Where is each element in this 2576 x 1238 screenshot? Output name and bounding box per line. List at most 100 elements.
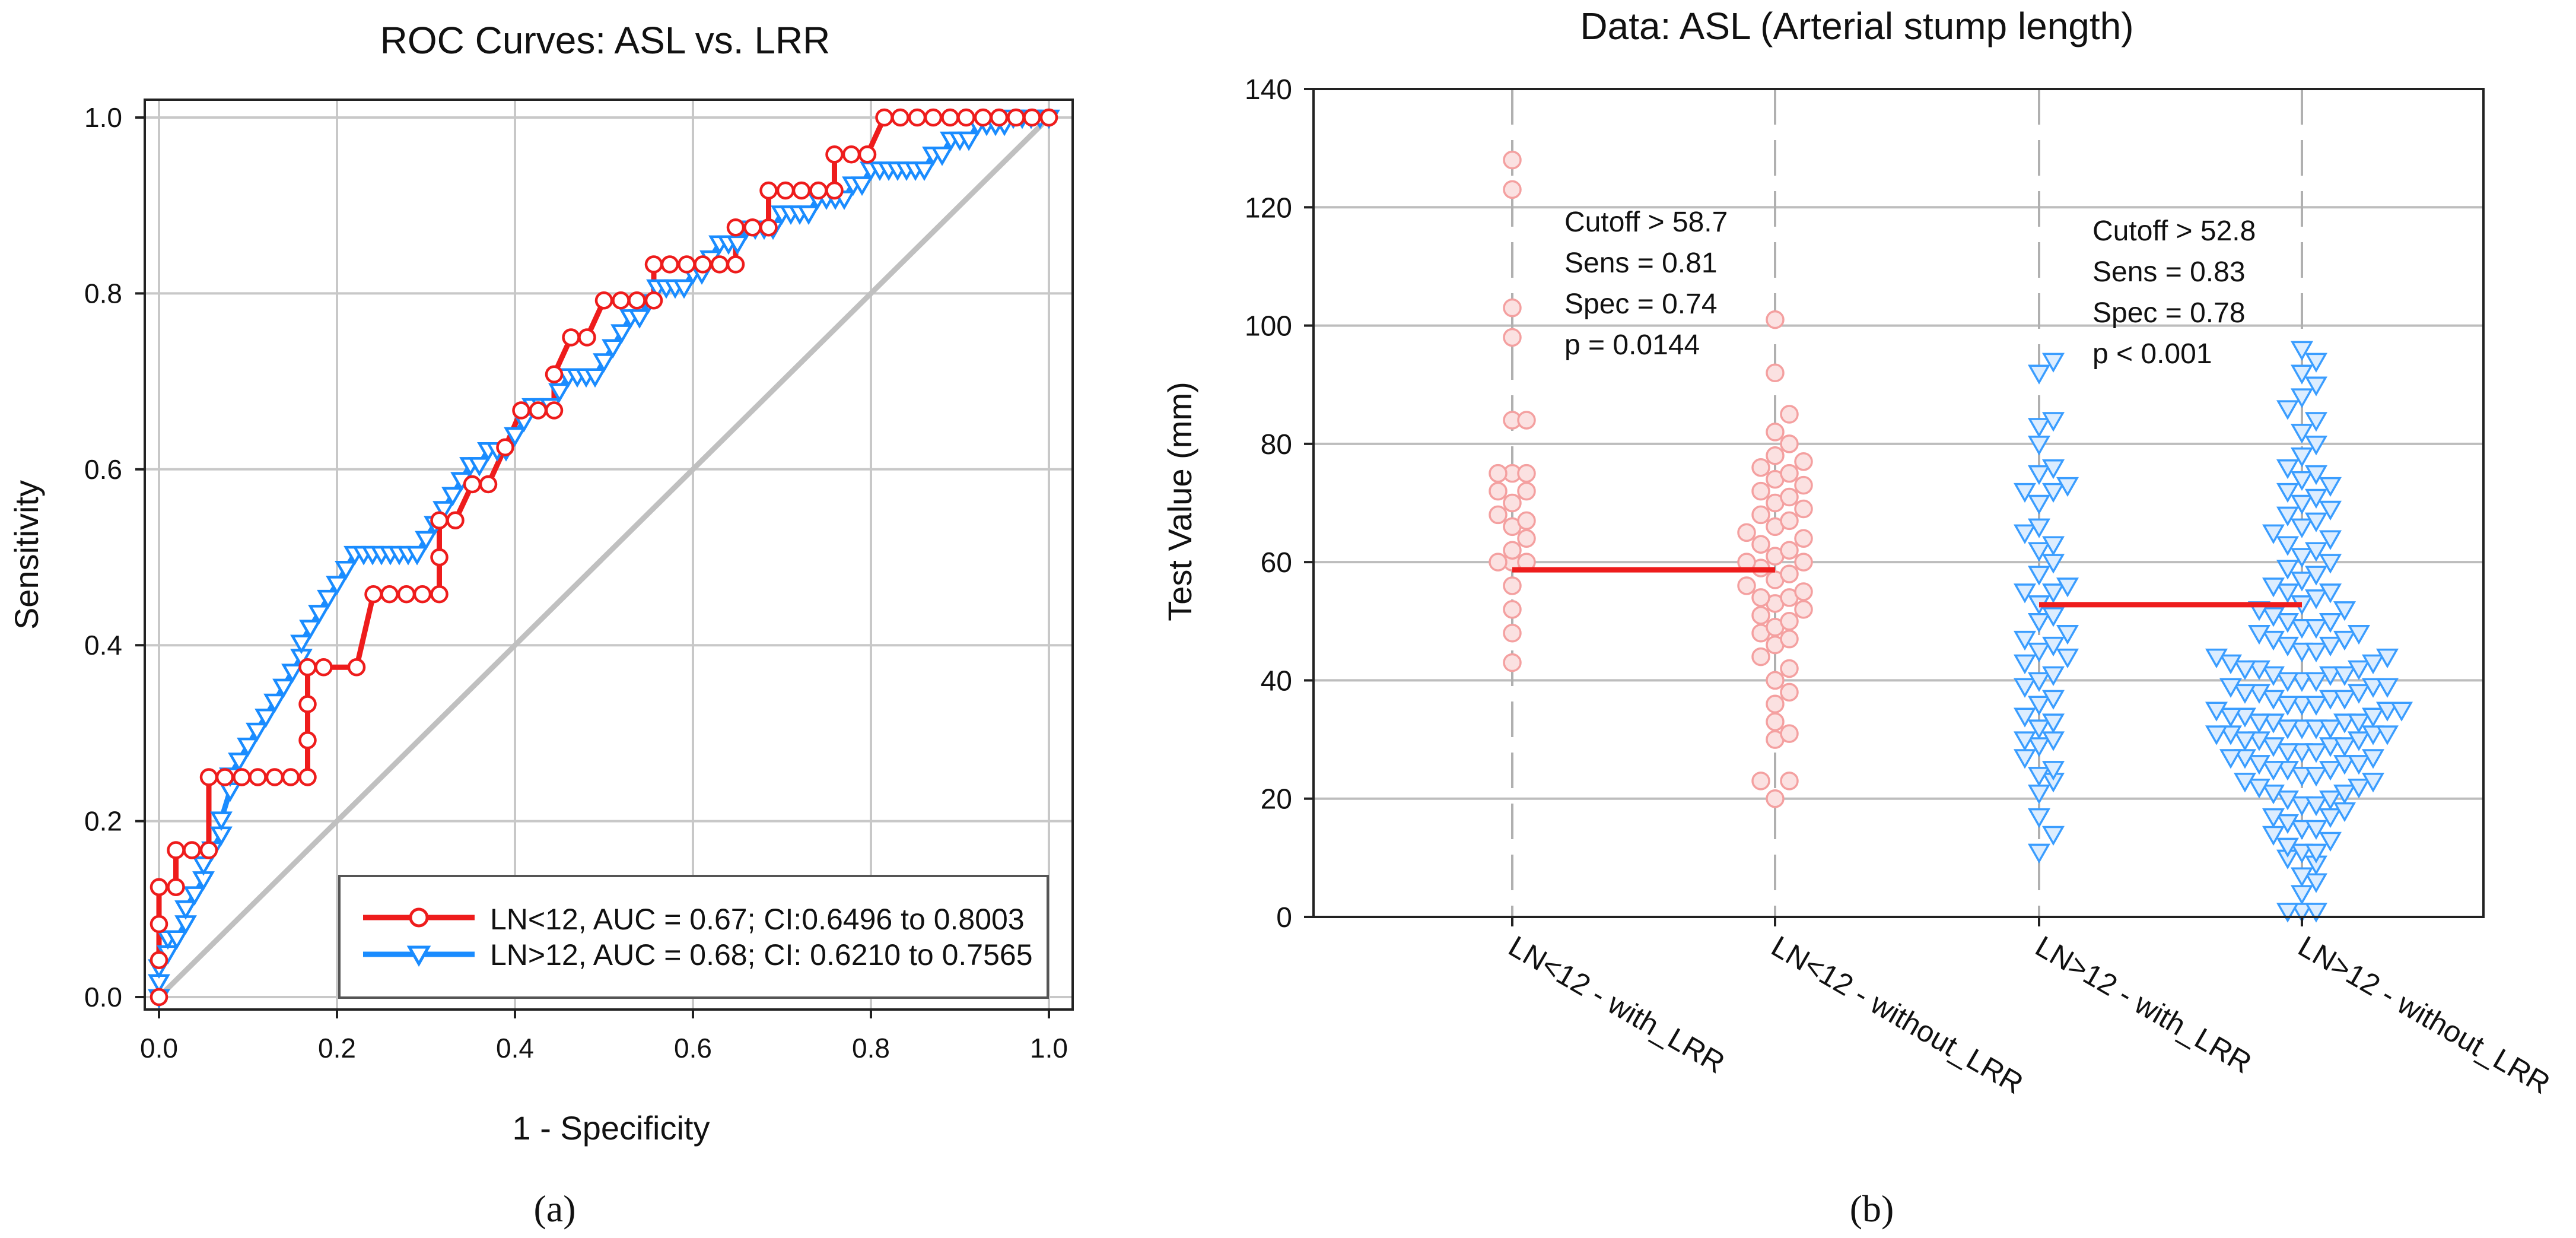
dot-point [1489,464,1508,483]
dot-point [1794,452,1813,471]
dot-point [2375,648,2399,669]
dot-point [2276,790,2300,811]
dot-y-tick-label: 140 [1245,74,1292,106]
roc-point-ln-lt-12 [150,951,168,970]
roc-x-tick-label: 0.0 [140,1033,178,1064]
dot-plot-frame [1312,88,2485,918]
dot-point [2056,624,2079,645]
dot-point [2333,690,2356,710]
dot-point [2027,672,2051,692]
dot-point [2013,678,2037,698]
roc-point-ln-lt-12 [924,108,943,127]
dot-point [1751,647,1770,666]
dot-point [2262,577,2285,598]
dot-point [2290,820,2314,840]
roc-point-ln-lt-12 [660,255,679,274]
dot-point [2333,630,2356,651]
roc-point-ln-lt-12 [183,841,201,859]
dot-point [2027,494,2051,515]
roc-point-ln-gt-12 [255,708,277,728]
roc-point-ln-gt-12 [913,161,936,181]
roc-point-ln-lt-12 [496,438,514,456]
dot-point [2205,701,2228,722]
roc-plot-frame [144,99,1074,1011]
dot-point [1780,772,1799,791]
roc-x-tick-label: 0.8 [852,1033,890,1064]
roc-x-axis-label: 1 - Specificity [513,1109,710,1147]
roc-point-ln-gt-12 [931,146,953,166]
dot-point [2233,773,2257,793]
dot-point [2262,524,2285,544]
roc-point-ln-lt-12 [199,768,218,786]
dot-point [2276,400,2300,420]
roc-point-ln-lt-12 [298,768,317,786]
roc-point-ln-lt-12 [314,658,333,677]
dot-point [2276,814,2300,834]
dot-point [2276,613,2300,633]
roc-x-tick-label: 0.2 [318,1033,356,1064]
dot-point [2290,494,2314,515]
roc-point-ln-lt-12 [380,585,399,604]
dot-y-tick-label: 60 [1261,547,1292,579]
dot-point [2262,785,2285,805]
roc-point-ln-lt-12 [941,108,959,127]
dot-point [2304,619,2328,639]
dot-point [2041,482,2065,503]
dot-point [2276,743,2300,763]
dot-point [2276,696,2300,716]
dot-point [1780,612,1799,631]
roc-point-ln-gt-12 [192,856,215,876]
dot-point [2290,719,2314,739]
roc-point-ln-lt-12 [463,475,482,494]
roc-point-ln-lt-12 [776,181,795,200]
roc-panel: ROC Curves: ASL vs. LRR 0.0 0.2 0.4 0.6 0.8 1… [8,19,1074,1230]
dot-point [2276,560,2300,580]
roc-point-ln-lt-12 [628,291,646,310]
roc-point-ln-lt-12 [825,181,844,200]
dot-point [2056,648,2079,669]
roc-grid [145,100,1073,1010]
roc-point-ln-gt-12 [593,353,615,373]
roc-y-tick-label: 0.0 [84,982,122,1012]
dot-point [2041,536,2065,556]
dot-point [2347,755,2371,775]
roc-point-ln-gt-12 [851,176,873,196]
roc-point-ln-lt-12 [545,365,564,383]
roc-point-ln-lt-12 [842,145,861,164]
dot-point [2304,589,2328,610]
dot-point [2276,459,2300,480]
dot-point [2319,761,2342,781]
dot-point [1751,505,1770,525]
dot-point [2247,779,2271,799]
roc-point-ln-lt-12 [678,255,696,274]
dot-point [1794,475,1813,495]
dot-point [1503,623,1522,643]
dot-point [2375,701,2399,722]
dot-point [2041,761,2065,781]
dot-point [1780,487,1799,507]
dot-point [2361,654,2385,675]
dot-point [2041,826,2065,846]
dot-point [2027,613,2051,633]
dot-point [2205,648,2228,669]
dot-point [2304,512,2328,532]
roc-point-ln-lt-12 [150,915,168,934]
dot-point [2276,583,2300,604]
roc-point-ln-lt-12 [233,768,251,786]
dot-plot-panel: Data: ASL (Arterial stump length) 0 20 40 6… [1161,5,2556,1230]
dot-point [2041,607,2065,627]
annotation-line: Cutoff > 52.8 [2092,215,2256,247]
dot-point [2319,636,2342,657]
dot-point [2290,642,2314,663]
dot-point [1503,600,1522,619]
roc-point-ln-lt-12 [150,878,168,896]
dot-points [1489,150,2413,923]
roc-point-ln-lt-12 [545,401,564,420]
dot-point [2304,566,2328,586]
roc-title: ROC Curves: ASL vs. LRR [380,19,831,62]
dot-point [1780,564,1799,583]
dot-point [2247,684,2271,704]
roc-point-ln-gt-12 [299,620,322,640]
roc-point-ln-lt-12 [594,291,613,310]
